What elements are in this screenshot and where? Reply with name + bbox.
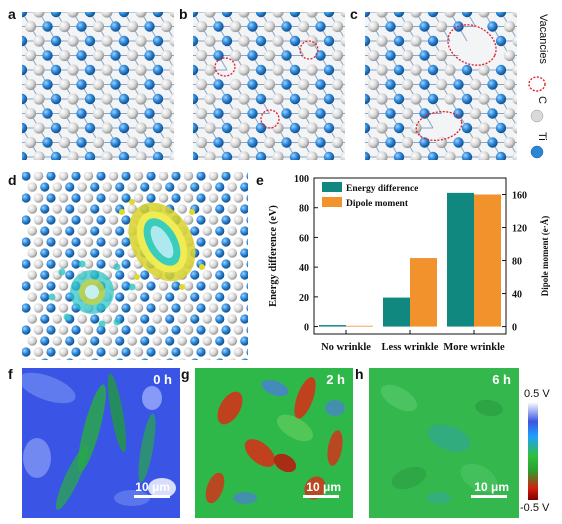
lattice-large-vacancies (365, 12, 517, 160)
panel-label-d: d (8, 172, 17, 188)
atom-legend (528, 76, 546, 159)
charge-density-map (22, 172, 248, 360)
carbon-atom-icon (530, 109, 544, 123)
bar-dipole (346, 325, 373, 327)
bar-energy (383, 297, 410, 327)
scale-label: 10 μm (474, 480, 509, 494)
x-tick-label: No wrinkle (321, 342, 371, 353)
panel-label-a: a (8, 6, 16, 22)
legend-carbon-label: C (536, 96, 548, 104)
bar-energy (319, 325, 346, 327)
panel-label-c: c (350, 6, 358, 22)
y-tick-label: 0 (304, 323, 309, 334)
y-tick-label: 80 (299, 204, 309, 215)
bar-energy (447, 192, 474, 327)
bar-dipole (410, 258, 437, 327)
y-tick-label: 100 (294, 174, 309, 185)
legend-swatch (322, 182, 342, 192)
y2-tick-label: 80 (512, 257, 522, 268)
colorbar-min-label: -0.5 V (520, 502, 550, 514)
scale-label: 10 μm (135, 480, 170, 494)
y-axis-label: Energy difference (eV) (268, 205, 279, 307)
legend-titanium-label: Ti (536, 132, 548, 141)
y2-tick-label: 40 (512, 290, 522, 301)
map-time-label: 0 h (153, 372, 172, 387)
legend-label: Energy difference (346, 184, 418, 194)
y-tick-label: 60 (299, 233, 309, 244)
potential-map-0h: 0 h 10 μm (22, 368, 180, 518)
panel-label-b: b (179, 6, 188, 22)
map-time-label: 2 h (326, 372, 345, 387)
scale-bar (471, 495, 507, 498)
y2-tick-label: 0 (512, 323, 517, 334)
colorbar-max-label: 0.5 V (524, 388, 550, 400)
y-tick-label: 20 (299, 293, 309, 304)
scale-bar (134, 495, 170, 498)
potential-map-2h: 2 h 10 μm (195, 368, 353, 518)
y-tick-label: 40 (299, 263, 309, 274)
legend-swatch (322, 197, 342, 207)
lattice-pristine (22, 12, 174, 160)
panel-label-e: e (256, 172, 264, 188)
panel-label-g: g (181, 366, 190, 382)
scale-bar (303, 495, 339, 498)
panel-label-h: h (355, 366, 364, 382)
map-time-label: 6 h (492, 372, 511, 387)
y2-tick-label: 160 (512, 191, 527, 202)
bar-dipole (474, 194, 501, 327)
scale-label: 10 μm (306, 480, 341, 494)
x-tick-label: Less wrinkle (382, 342, 439, 353)
panel-label-f: f (8, 366, 13, 382)
lattice-small-vacancies (193, 12, 345, 160)
colorbar (528, 402, 538, 500)
vacancy-legend-icon (528, 76, 546, 92)
y2-tick-label: 120 (512, 224, 527, 235)
x-tick-label: More wrinkle (443, 342, 505, 353)
y2-axis-label: Dipole moment (e·Å) (540, 216, 550, 296)
potential-map-6h: 6 h 10 μm (369, 368, 519, 518)
bar-chart: 0 20 40 60 80 100 0 40 80 120 160 No wrinkle Less wr… (268, 174, 550, 353)
legend-label: Dipole moment (346, 199, 409, 209)
legend-vacancies-label: Vacancies (537, 14, 549, 64)
titanium-atom-icon (530, 145, 544, 159)
